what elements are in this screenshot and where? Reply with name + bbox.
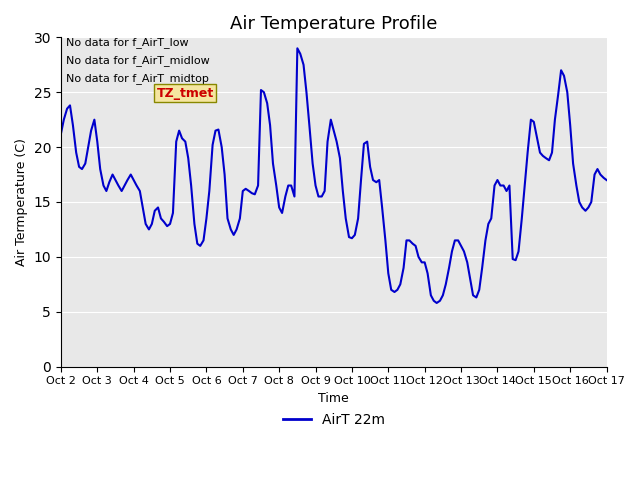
Y-axis label: Air Termperature (C): Air Termperature (C): [15, 138, 28, 266]
Text: No data for f_AirT_midlow: No data for f_AirT_midlow: [67, 56, 210, 66]
Legend: AirT 22m: AirT 22m: [277, 407, 390, 432]
Text: No data for f_AirT_low: No data for f_AirT_low: [67, 37, 189, 48]
X-axis label: Time: Time: [318, 392, 349, 405]
Text: No data for f_AirT_midtop: No data for f_AirT_midtop: [67, 73, 209, 84]
Text: TZ_tmet: TZ_tmet: [156, 87, 214, 100]
Title: Air Temperature Profile: Air Temperature Profile: [230, 15, 437, 33]
